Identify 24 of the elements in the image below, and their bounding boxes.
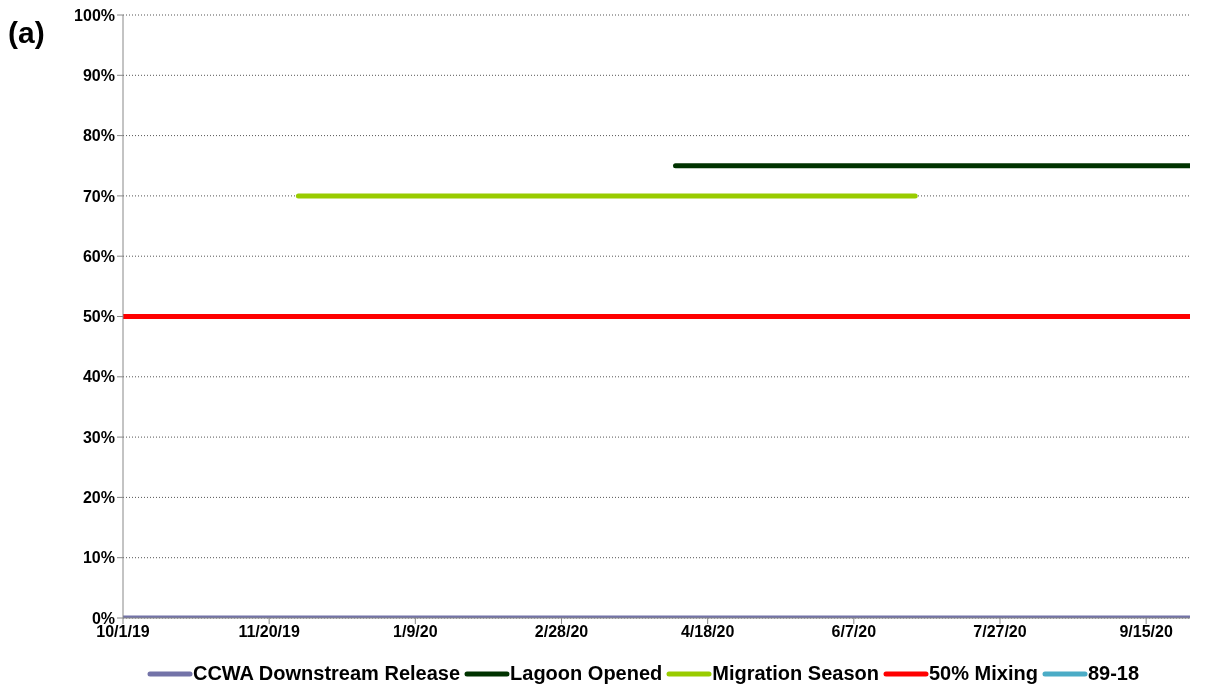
y-tick-label: 30% [82,428,115,446]
y-tick-label: 20% [82,489,115,507]
y-tick-label: 60% [82,247,115,265]
y-tick-label: 50% [82,308,115,326]
x-tick-label: 1/9/20 [393,623,438,641]
x-tick-label: 7/27/20 [973,623,1027,641]
legend-label: Migration Season [712,662,879,685]
x-tick-label: 2/28/20 [534,623,589,641]
text: (a) [8,16,45,50]
legend-label: Lagoon Opened [510,662,663,685]
y-tick-label: 40% [82,368,115,386]
x-tick-label: 10/1/19 [96,623,150,641]
legend-label: 89-18 [1087,662,1140,685]
y-tick-label: 10% [82,549,115,567]
y-tick-label: 90% [82,66,115,84]
x-tick-label: 4/18/20 [680,623,735,641]
y-tick-label: 70% [82,187,115,205]
y-tick-label: 100% [74,6,115,24]
legend-label: 50% Mixing [928,662,1038,685]
x-tick-label: 11/20/19 [238,623,300,641]
y-tick-label: 80% [82,127,115,145]
x-tick-label: 6/7/20 [831,623,877,641]
legend-label: CCWA Downstream Release [192,662,461,685]
x-tick-label: 9/15/20 [1119,623,1173,641]
